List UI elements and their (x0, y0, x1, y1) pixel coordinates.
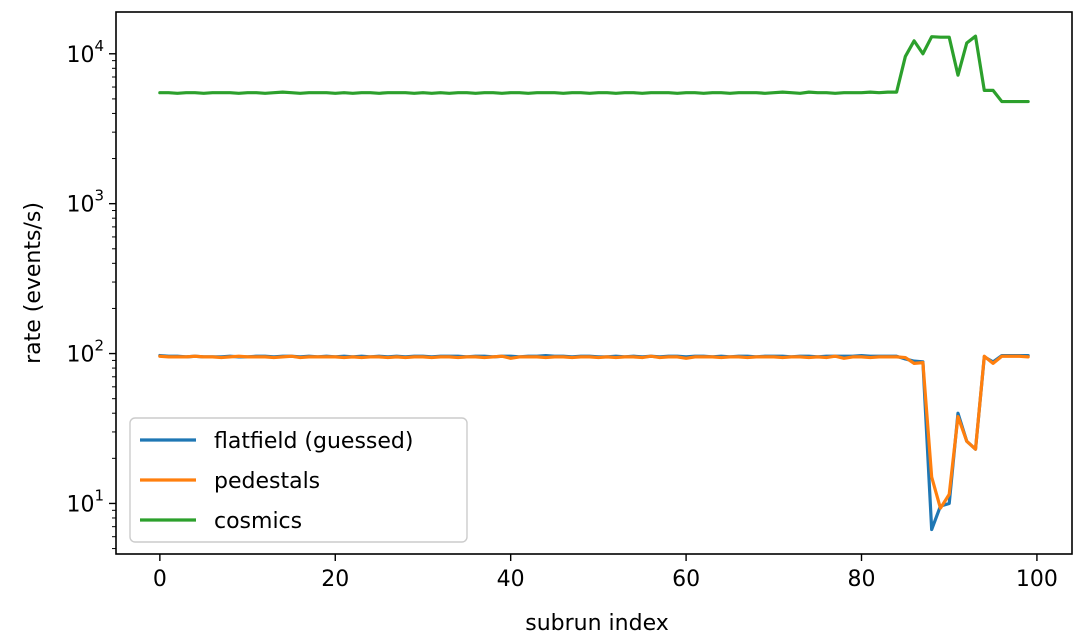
legend-box (129, 417, 468, 543)
x-tick-label: 0 (153, 567, 167, 592)
legend: flatfield (guessed) pedestals cosmics (129, 417, 468, 543)
axes-frame (115, 11, 1073, 555)
x-tick-label: 60 (672, 567, 700, 592)
x-tick-label: 100 (1016, 567, 1058, 592)
y-tick-label: 101 (66, 486, 104, 517)
plot-area (158, 34, 1030, 532)
legend-label: cosmics (214, 509, 302, 534)
y-tick-label: 104 (66, 37, 104, 68)
y-tick-label: 103 (66, 187, 104, 218)
y-tick-label: 102 (66, 337, 104, 368)
y-axis-label: rate (events/s) (21, 202, 46, 364)
y-axis: 101 102 103 104 (66, 37, 116, 550)
x-tick-label: 80 (848, 567, 876, 592)
x-axis: 0 20 40 60 80 100 (153, 554, 1058, 592)
legend-label: flatfield (guessed) (214, 429, 413, 454)
x-tick-label: 40 (497, 567, 525, 592)
x-axis-label: subrun index (525, 611, 668, 636)
series-line-pedestals (158, 354, 1030, 510)
series-line-cosmics (158, 34, 1030, 104)
x-tick-label: 20 (321, 567, 349, 592)
legend-label: pedestals (214, 469, 320, 494)
